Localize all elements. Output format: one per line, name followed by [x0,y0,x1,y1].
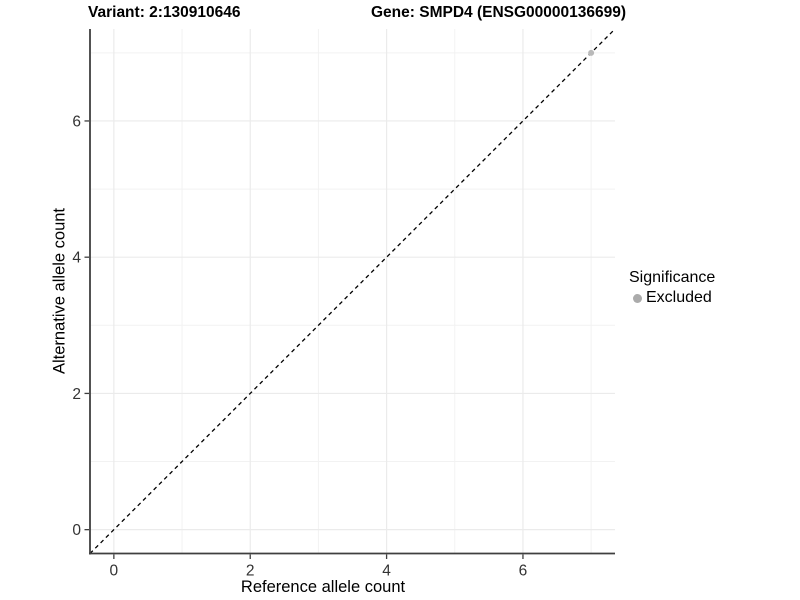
data-point [588,49,595,56]
legend-item-excluded: Excluded [627,289,715,307]
x-axis-label: Reference allele count [240,578,406,596]
y-tick-label: 6 [72,113,81,130]
legend-title: Significance [629,269,716,286]
gene-title: Gene: SMPD4 (ENSG00000136699) [371,4,627,21]
variant-title: Variant: 2:130910646 [88,4,241,21]
x-tick-label: 6 [519,563,528,580]
legend-item-label: Excluded [646,289,712,306]
x-tick-label: 0 [110,563,119,580]
legend: Significance Excluded [627,269,715,307]
x-tick-label: 2 [246,563,255,580]
x-tick-label: 4 [382,563,391,580]
y-tick-label: 0 [72,522,81,539]
y-axis-label: Alternative allele count [50,207,69,375]
y-tick-label: 4 [72,250,81,267]
y-tick-label: 2 [72,386,81,403]
identity-line [89,28,616,554]
excluded-point-icon [633,293,642,303]
